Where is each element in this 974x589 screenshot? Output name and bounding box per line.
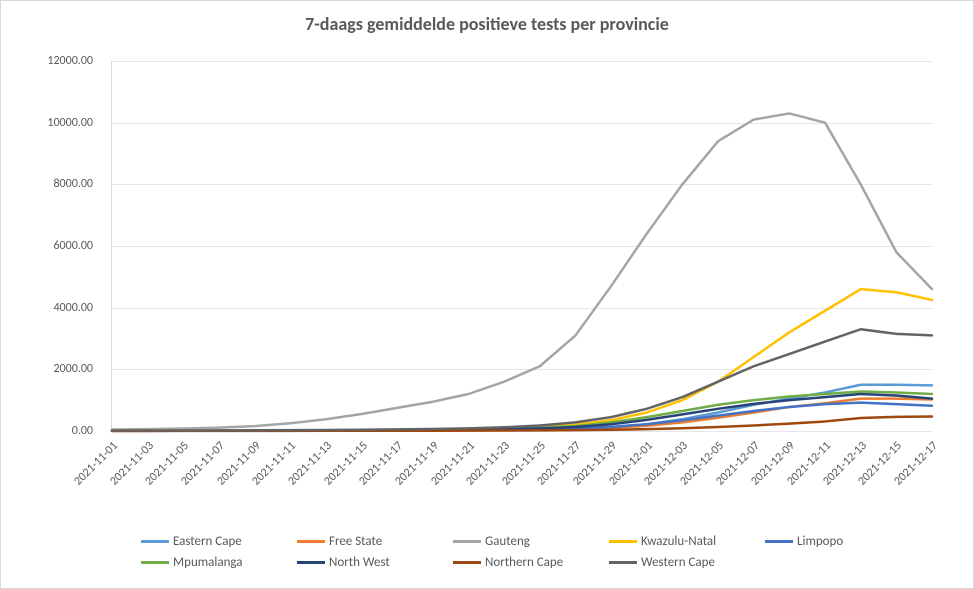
legend-item: Gauteng — [453, 534, 583, 549]
line-series-svg — [112, 61, 932, 431]
legend-label: Gauteng — [485, 534, 530, 549]
y-tick-label: 4000.00 — [1, 301, 93, 315]
series-line — [112, 329, 932, 430]
legend-item: Kwazulu-Natal — [609, 534, 739, 549]
legend-swatch — [297, 561, 325, 564]
chart-container: 7-daags gemiddelde positieve tests per p… — [0, 0, 974, 589]
legend-label: Limpopo — [797, 534, 843, 549]
legend-swatch — [141, 561, 169, 564]
legend-label: Free State — [329, 534, 382, 549]
y-tick-label: 10000.00 — [1, 116, 93, 130]
series-line — [112, 385, 932, 431]
y-tick-label: 0.00 — [1, 424, 93, 438]
legend-swatch — [609, 561, 637, 564]
legend-swatch — [765, 540, 793, 543]
legend: Eastern Cape Free State Gauteng Kwazulu-Nat… — [141, 534, 933, 570]
legend-swatch — [453, 540, 481, 543]
legend-swatch — [141, 540, 169, 543]
plot-area — [111, 61, 932, 432]
legend-item: North West — [297, 555, 427, 570]
legend-label: Western Cape — [641, 555, 715, 570]
legend-item: Free State — [297, 534, 427, 549]
legend-label: North West — [329, 555, 390, 570]
legend-item: Northern Cape — [453, 555, 583, 570]
y-tick-label: 12000.00 — [1, 54, 93, 68]
series-line — [112, 289, 932, 431]
legend-item: Eastern Cape — [141, 534, 271, 549]
legend-item: Limpopo — [765, 534, 895, 549]
chart-title: 7-daags gemiddelde positieve tests per p… — [1, 13, 973, 35]
legend-swatch — [609, 540, 637, 543]
legend-swatch — [453, 561, 481, 564]
y-tick-label: 2000.00 — [1, 362, 93, 376]
legend-label: Kwazulu-Natal — [641, 534, 716, 549]
legend-label: Eastern Cape — [173, 534, 242, 549]
y-tick-label: 8000.00 — [1, 177, 93, 191]
legend-label: Northern Cape — [485, 555, 563, 570]
legend-label: Mpumalanga — [173, 555, 243, 570]
series-line — [112, 113, 932, 429]
legend-item: Western Cape — [609, 555, 739, 570]
y-tick-label: 6000.00 — [1, 239, 93, 253]
legend-swatch — [297, 540, 325, 543]
legend-item: Mpumalanga — [141, 555, 271, 570]
